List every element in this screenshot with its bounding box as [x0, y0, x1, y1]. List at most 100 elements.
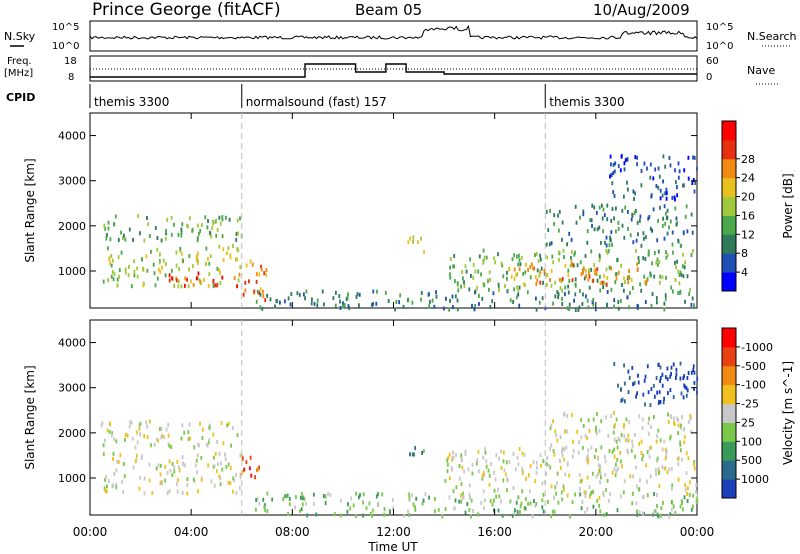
- data-cell: [621, 223, 624, 228]
- data-cell: [150, 249, 152, 254]
- data-cell: [535, 296, 537, 301]
- data-cell: [546, 462, 548, 467]
- data-cell: [515, 272, 517, 277]
- data-cell: [552, 419, 554, 424]
- data-cell: [626, 295, 629, 300]
- data-cell: [580, 435, 583, 440]
- data-cell: [687, 371, 690, 375]
- data-cell: [513, 511, 515, 516]
- data-cell: [633, 381, 636, 385]
- data-cell: [691, 181, 694, 185]
- data-cell: [639, 282, 641, 287]
- data-cell: [646, 277, 649, 282]
- data-cell: [692, 368, 695, 373]
- data-cell: [676, 457, 679, 462]
- data-cell: [595, 210, 598, 215]
- data-cell: [195, 458, 198, 463]
- data-cell: [653, 492, 655, 496]
- data-cell: [102, 452, 105, 457]
- data-cell: [262, 289, 264, 294]
- data-cell: [168, 459, 171, 464]
- data-cell: [236, 284, 238, 289]
- data-cell: [687, 155, 690, 160]
- data-cell: [116, 283, 119, 288]
- data-cell: [139, 475, 142, 480]
- data-cell: [590, 267, 593, 272]
- data-cell: [636, 391, 638, 396]
- data-cell: [647, 216, 650, 221]
- data-cell: [629, 474, 632, 479]
- data-cell: [226, 251, 228, 256]
- nsky-label: N.Sky: [4, 30, 36, 43]
- data-cell: [613, 447, 616, 452]
- data-cell: [103, 438, 106, 443]
- data-cell: [414, 505, 416, 510]
- data-cell: [456, 281, 459, 286]
- data-cell: [601, 280, 604, 285]
- data-cell: [461, 458, 463, 463]
- data-cell: [216, 283, 218, 288]
- data-cell: [241, 470, 244, 475]
- data-cell: [616, 445, 619, 450]
- data-cell: [347, 502, 349, 507]
- data-cell: [591, 203, 594, 208]
- data-cell: [434, 496, 436, 501]
- data-cell: [358, 495, 360, 500]
- data-cell: [355, 294, 358, 299]
- data-cell: [112, 277, 115, 282]
- data-cell: [111, 258, 114, 263]
- data-cell: [181, 491, 184, 496]
- data-cell: [471, 471, 474, 476]
- data-cell: [509, 298, 512, 303]
- data-cell: [167, 422, 170, 427]
- data-cell: [408, 512, 410, 517]
- data-cell: [237, 231, 239, 236]
- data-cell: [657, 362, 660, 367]
- data-cell: [261, 306, 264, 311]
- data-cell: [678, 281, 681, 286]
- data-cell: [560, 278, 563, 283]
- noise-left-bottom-tick: 10^0: [52, 41, 79, 52]
- data-cell: [412, 239, 414, 244]
- data-cell: [362, 492, 365, 497]
- data-cell: [595, 425, 597, 430]
- data-cell: [493, 256, 495, 261]
- data-cell: [554, 485, 557, 490]
- data-cell: [253, 289, 256, 294]
- data-cell: [695, 489, 697, 494]
- data-cell: [116, 459, 119, 464]
- data-cell: [661, 193, 664, 198]
- data-cell: [143, 238, 146, 243]
- data-cell: [450, 466, 453, 471]
- data-cell: [682, 230, 685, 235]
- data-cell: [504, 284, 506, 289]
- data-cell: [520, 255, 523, 260]
- data-cell: [649, 403, 652, 408]
- data-cell: [635, 465, 637, 470]
- data-cell: [584, 253, 587, 258]
- data-cell: [582, 292, 584, 297]
- data-cell: [592, 489, 594, 494]
- data-cell: [570, 256, 572, 261]
- data-cell: [264, 298, 267, 303]
- data-cell: [256, 496, 259, 501]
- data-cell: [605, 248, 608, 253]
- data-cell: [255, 507, 257, 512]
- data-cell: [186, 223, 188, 228]
- data-cell: [148, 462, 151, 467]
- data-cell: [546, 273, 549, 277]
- data-cell: [615, 206, 617, 211]
- data-cell: [221, 215, 224, 220]
- data-cell: [506, 289, 509, 293]
- data-cell: [107, 278, 109, 283]
- data-cell: [611, 450, 614, 455]
- data-cell: [187, 430, 190, 435]
- data-cell: [693, 466, 696, 471]
- data-cell: [433, 304, 436, 309]
- data-cell: [619, 168, 622, 173]
- data-cell: [565, 445, 568, 450]
- data-cell: [177, 465, 180, 469]
- data-cell: [512, 451, 515, 456]
- noise-right-top-tick: 10^5: [706, 22, 733, 33]
